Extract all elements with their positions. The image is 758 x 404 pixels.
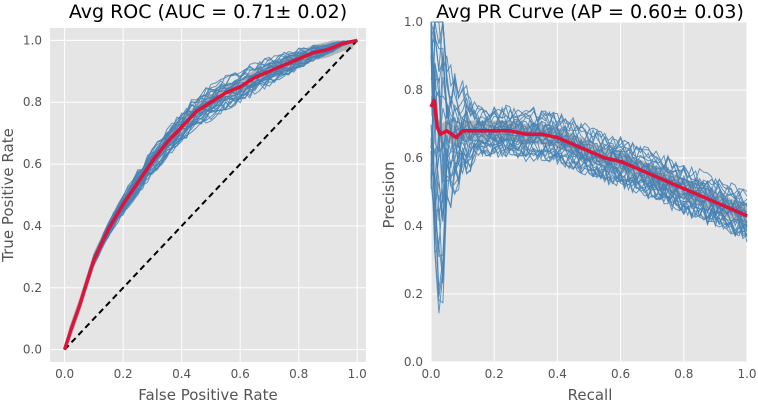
pr-mean-line xyxy=(429,98,748,218)
roc-x-tick-label: 1.0 xyxy=(348,367,367,381)
roc-x-tick-label: 0.8 xyxy=(289,367,308,381)
roc-x-tick-label: 0.0 xyxy=(55,367,74,381)
pr-x-axis-label: Recall xyxy=(568,386,613,404)
pr-fold-curve xyxy=(430,51,748,218)
roc-plot-area xyxy=(50,28,366,362)
pr-y-tick-label: 0.6 xyxy=(404,151,423,165)
roc-x-tick-label: 0.2 xyxy=(114,367,133,381)
pr-y-tick-label: 0.8 xyxy=(404,83,423,97)
roc-fold-curve xyxy=(64,39,358,350)
roc-grid xyxy=(50,28,366,362)
pr-fold-curve xyxy=(430,54,748,284)
pr-panel: Avg PR Curve (AP = 0.60± 0.03) 0.0 0.2 0.4… xyxy=(380,1,757,404)
pr-x-ticks: 0.0 0.2 0.4 0.6 0.8 1.0 xyxy=(421,367,756,381)
roc-fold-curve xyxy=(64,39,358,350)
pr-title: Avg PR Curve (AP = 0.60± 0.03) xyxy=(436,1,744,23)
pr-y-tick-label: 0.2 xyxy=(404,287,423,301)
roc-y-tick-label: 1.0 xyxy=(23,33,42,47)
roc-x-tick-label: 0.4 xyxy=(172,367,191,381)
roc-y-tick-label: 0.2 xyxy=(23,281,42,295)
pr-fold-curve xyxy=(430,137,748,297)
pr-fold-curve xyxy=(430,21,748,207)
roc-y-tick-label: 0.6 xyxy=(23,157,42,171)
pr-y-tick-label: 0.4 xyxy=(404,219,423,233)
roc-mean-curve xyxy=(62,38,358,351)
pr-fold-curve xyxy=(431,21,748,205)
roc-panel: Avg ROC (AUC = 0.71± 0.02) 0.0 0.2 0.4 0.6 0… xyxy=(0,1,367,404)
roc-fold-curve xyxy=(64,39,358,350)
roc-x-ticks: 0.0 0.2 0.4 0.6 0.8 1.0 xyxy=(55,367,367,381)
pr-fold-curve xyxy=(430,21,748,304)
pr-x-tick-label: 0.4 xyxy=(548,367,567,381)
roc-title: Avg ROC (AUC = 0.71± 0.02) xyxy=(69,1,347,23)
pr-y-ticks: 0.0 0.2 0.4 0.6 0.8 1.0 xyxy=(404,15,423,369)
roc-chance-diagonal xyxy=(63,39,358,351)
pr-x-tick-label: 1.0 xyxy=(737,367,756,381)
pr-x-tick-label: 0.0 xyxy=(421,367,440,381)
pr-x-tick-label: 0.6 xyxy=(611,367,630,381)
roc-y-tick-label: 0.0 xyxy=(23,343,42,357)
roc-y-tick-label: 0.4 xyxy=(23,219,42,233)
roc-chance-line xyxy=(63,39,358,351)
pr-y-axis-label: Precision xyxy=(380,162,398,229)
roc-x-axis-label: False Positive Rate xyxy=(138,386,277,404)
roc-y-tick-label: 0.8 xyxy=(23,95,42,109)
roc-y-ticks: 0.0 0.2 0.4 0.6 0.8 1.0 xyxy=(23,33,42,356)
pr-y-tick-label: 1.0 xyxy=(404,15,423,29)
pr-y-tick-label: 0.0 xyxy=(404,355,423,369)
pr-x-tick-label: 0.8 xyxy=(674,367,693,381)
roc-mean-line xyxy=(62,38,358,351)
roc-y-axis-label: True Positive Rate xyxy=(0,128,17,263)
pr-x-tick-label: 0.2 xyxy=(485,367,504,381)
pr-mean-curve xyxy=(429,98,748,218)
roc-x-tick-label: 0.6 xyxy=(231,367,250,381)
roc-fold-curve xyxy=(64,39,358,350)
